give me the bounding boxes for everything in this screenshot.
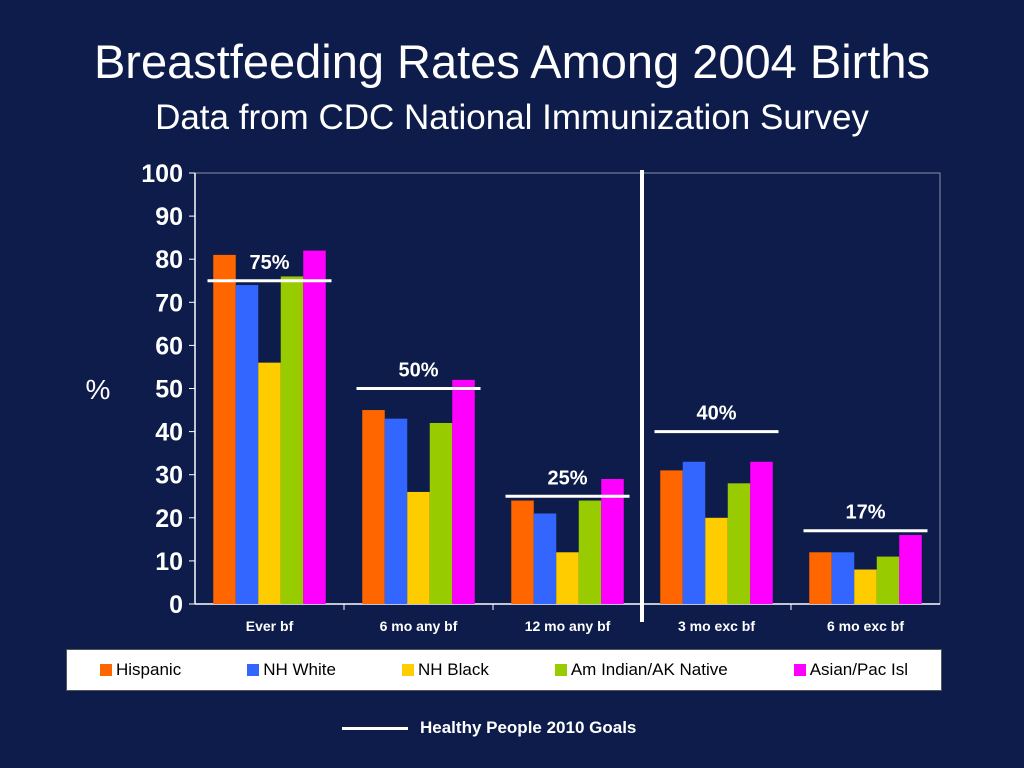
goals-legend-label: Healthy People 2010 Goals bbox=[420, 718, 637, 737]
bar bbox=[578, 500, 602, 604]
x-tick-label: 6 mo any bf bbox=[380, 618, 458, 634]
bar bbox=[831, 552, 855, 604]
y-tick-label: 100 bbox=[141, 160, 183, 188]
bar bbox=[407, 491, 430, 604]
legend-label: NH Black bbox=[417, 660, 489, 679]
legend-swatch bbox=[401, 664, 414, 676]
x-tick-label: Ever bf bbox=[246, 618, 294, 634]
y-tick-label: 0 bbox=[169, 591, 183, 619]
goal-label: 17% bbox=[845, 502, 885, 524]
bar bbox=[235, 285, 259, 604]
bar bbox=[556, 552, 579, 604]
goal-label: 25% bbox=[547, 467, 587, 489]
legend-label: Asian/Pac Isl bbox=[809, 660, 908, 679]
legend-swatch bbox=[247, 664, 260, 676]
y-axis-label: % bbox=[86, 374, 111, 405]
x-tick-label: 3 mo exc bf bbox=[678, 618, 755, 634]
y-tick-label: 50 bbox=[155, 376, 183, 404]
legend-item: NH Black bbox=[401, 660, 489, 680]
bar bbox=[601, 479, 624, 604]
goal-label: 40% bbox=[696, 403, 736, 425]
bar bbox=[854, 569, 877, 604]
chart-subtitle: Data from CDC National Immunization Surv… bbox=[155, 98, 869, 137]
bar bbox=[213, 254, 236, 604]
bar bbox=[750, 461, 773, 604]
bar bbox=[384, 418, 408, 604]
bar bbox=[705, 517, 728, 604]
legend: Hispanic NH White NH Black Am Indian/AK Nat… bbox=[66, 649, 942, 691]
bar bbox=[727, 483, 751, 604]
legend-label: Hispanic bbox=[116, 660, 182, 679]
x-tick-label: 6 mo exc bf bbox=[827, 618, 904, 634]
y-tick-label: 90 bbox=[155, 203, 183, 231]
bar bbox=[899, 535, 922, 604]
legend-label: Am Indian/AK Native bbox=[570, 660, 728, 679]
bar bbox=[533, 513, 557, 604]
legend-label: NH White bbox=[263, 660, 336, 679]
legend-swatch bbox=[100, 664, 112, 676]
bar bbox=[511, 500, 534, 604]
legend-item: Am Indian/AK Native bbox=[554, 660, 728, 680]
bar bbox=[429, 422, 453, 604]
legend-swatch bbox=[793, 664, 806, 676]
bar bbox=[280, 276, 304, 604]
y-tick-label: 80 bbox=[155, 246, 183, 274]
bar bbox=[876, 556, 900, 604]
x-tick-label: 12 mo any bf bbox=[525, 618, 611, 634]
y-tick-label: 60 bbox=[155, 332, 183, 360]
bar bbox=[809, 552, 832, 604]
goals-legend: Healthy People 2010 Goals bbox=[342, 716, 636, 740]
bar bbox=[660, 470, 683, 604]
legend-item: Asian/Pac Isl bbox=[793, 660, 908, 680]
y-tick-label: 30 bbox=[155, 462, 183, 490]
y-tick-label: 40 bbox=[155, 419, 183, 447]
goal-label: 75% bbox=[249, 252, 289, 274]
y-tick-label: 20 bbox=[155, 505, 183, 533]
bar bbox=[362, 410, 385, 604]
y-tick-label: 70 bbox=[155, 289, 183, 317]
goal-label: 50% bbox=[398, 360, 438, 382]
legend-item: Hispanic bbox=[100, 660, 181, 680]
bar bbox=[452, 379, 475, 604]
goals-line-swatch bbox=[342, 726, 408, 730]
bar bbox=[682, 461, 706, 604]
y-tick-label: 10 bbox=[155, 548, 183, 576]
chart-title: Breastfeeding Rates Among 2004 Births bbox=[93, 35, 931, 88]
bar bbox=[258, 362, 281, 604]
legend-item: NH White bbox=[247, 660, 336, 680]
bar bbox=[303, 250, 326, 604]
legend-swatch bbox=[554, 664, 567, 676]
